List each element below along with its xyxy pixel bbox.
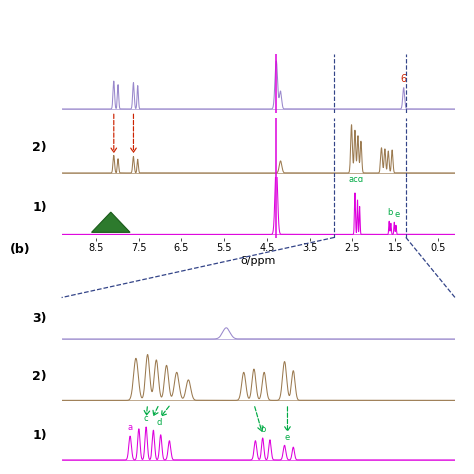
Polygon shape — [91, 212, 130, 232]
Text: e: e — [394, 210, 400, 219]
Text: acd: acd — [348, 175, 364, 184]
Text: e: e — [285, 433, 290, 442]
Text: 2): 2) — [32, 370, 47, 383]
X-axis label: δ/ppm: δ/ppm — [241, 256, 276, 266]
Text: 2): 2) — [32, 141, 47, 154]
Text: 6: 6 — [401, 74, 407, 84]
Text: a: a — [128, 423, 133, 432]
Text: 1): 1) — [32, 201, 47, 214]
Text: d: d — [156, 418, 162, 427]
Text: b: b — [387, 208, 393, 217]
Text: 1): 1) — [32, 429, 47, 442]
Text: c: c — [144, 414, 148, 423]
Text: b: b — [260, 425, 265, 434]
Text: (b): (b) — [9, 243, 30, 255]
Text: 3): 3) — [32, 311, 46, 325]
